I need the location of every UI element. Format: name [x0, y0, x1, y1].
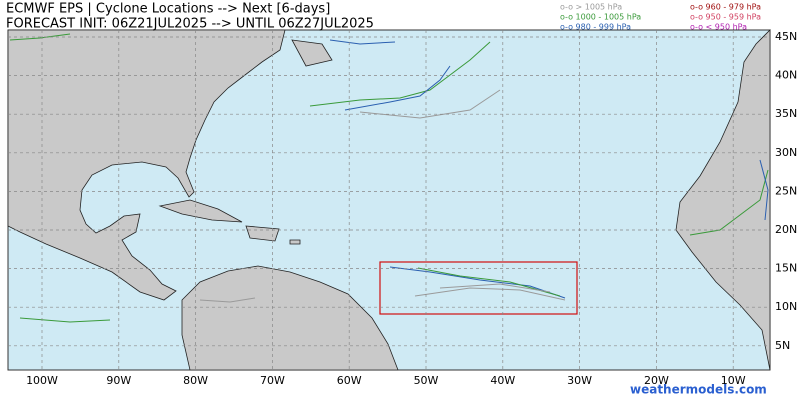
legend-entry: o-o 960 - 979 hPa: [690, 3, 761, 12]
lat-label: 45N: [775, 30, 797, 43]
lon-label: 20W: [644, 374, 669, 387]
subtitle: FORECAST INIT: 06Z21JUL2025 --> UNTIL 06…: [6, 17, 374, 32]
track: [9, 33, 71, 41]
track: [439, 283, 551, 293]
lon-label: 60W: [337, 374, 362, 387]
track: [389, 266, 566, 299]
lon-label: 70W: [260, 374, 285, 387]
watermark: weathermodels.com: [630, 383, 767, 397]
track: [199, 297, 256, 303]
legend-entry: o-o 950 - 959 hPa: [690, 13, 761, 22]
highlight-box: [379, 261, 578, 315]
lat-label: 40N: [775, 69, 797, 82]
track: [309, 41, 491, 107]
newfoundland: [291, 39, 333, 67]
track: [759, 159, 769, 221]
lon-label: 90W: [106, 374, 131, 387]
africa: [675, 29, 771, 371]
lon-label: 10W: [721, 374, 746, 387]
puerto-rico: [289, 239, 301, 245]
track: [417, 267, 561, 297]
lon-label: 30W: [567, 374, 592, 387]
legend-entry: o-o > 1005 hPa: [560, 3, 622, 12]
lat-label: 10N: [775, 300, 797, 313]
legend-entry: o-o 1000 - 1005 hPa: [560, 13, 641, 22]
lat-label: 35N: [775, 107, 797, 120]
legend-entry: o-o < 950 hPa: [690, 23, 747, 32]
axis-labels: 45N 40N 35N 30N 25N 20N 15N 10N 5N 100W 90W 80W 70W 6…: [26, 30, 797, 387]
lon-label: 50W: [414, 374, 439, 387]
lat-label: 30N: [775, 146, 797, 159]
south-america: [181, 265, 399, 371]
lon-label: 40W: [490, 374, 515, 387]
legend-entry: o-o 980 - 999 hPa: [560, 23, 631, 32]
lat-label: 5N: [775, 339, 790, 352]
lat-label: 20N: [775, 223, 797, 236]
map: [7, 29, 771, 371]
track: [359, 89, 501, 119]
cuba: [158, 199, 243, 223]
lon-label: 100W: [26, 374, 58, 387]
track: [329, 39, 396, 45]
tracks: [9, 33, 769, 323]
track: [19, 317, 111, 323]
track: [414, 287, 566, 301]
north-america: [7, 29, 286, 301]
lat-label: 15N: [775, 262, 797, 275]
title: ECMWF EPS | Cyclone Locations --> Next […: [6, 2, 330, 17]
lon-label: 80W: [183, 374, 208, 387]
track: [344, 65, 451, 111]
lat-label: 25N: [775, 184, 797, 197]
track: [689, 169, 769, 236]
